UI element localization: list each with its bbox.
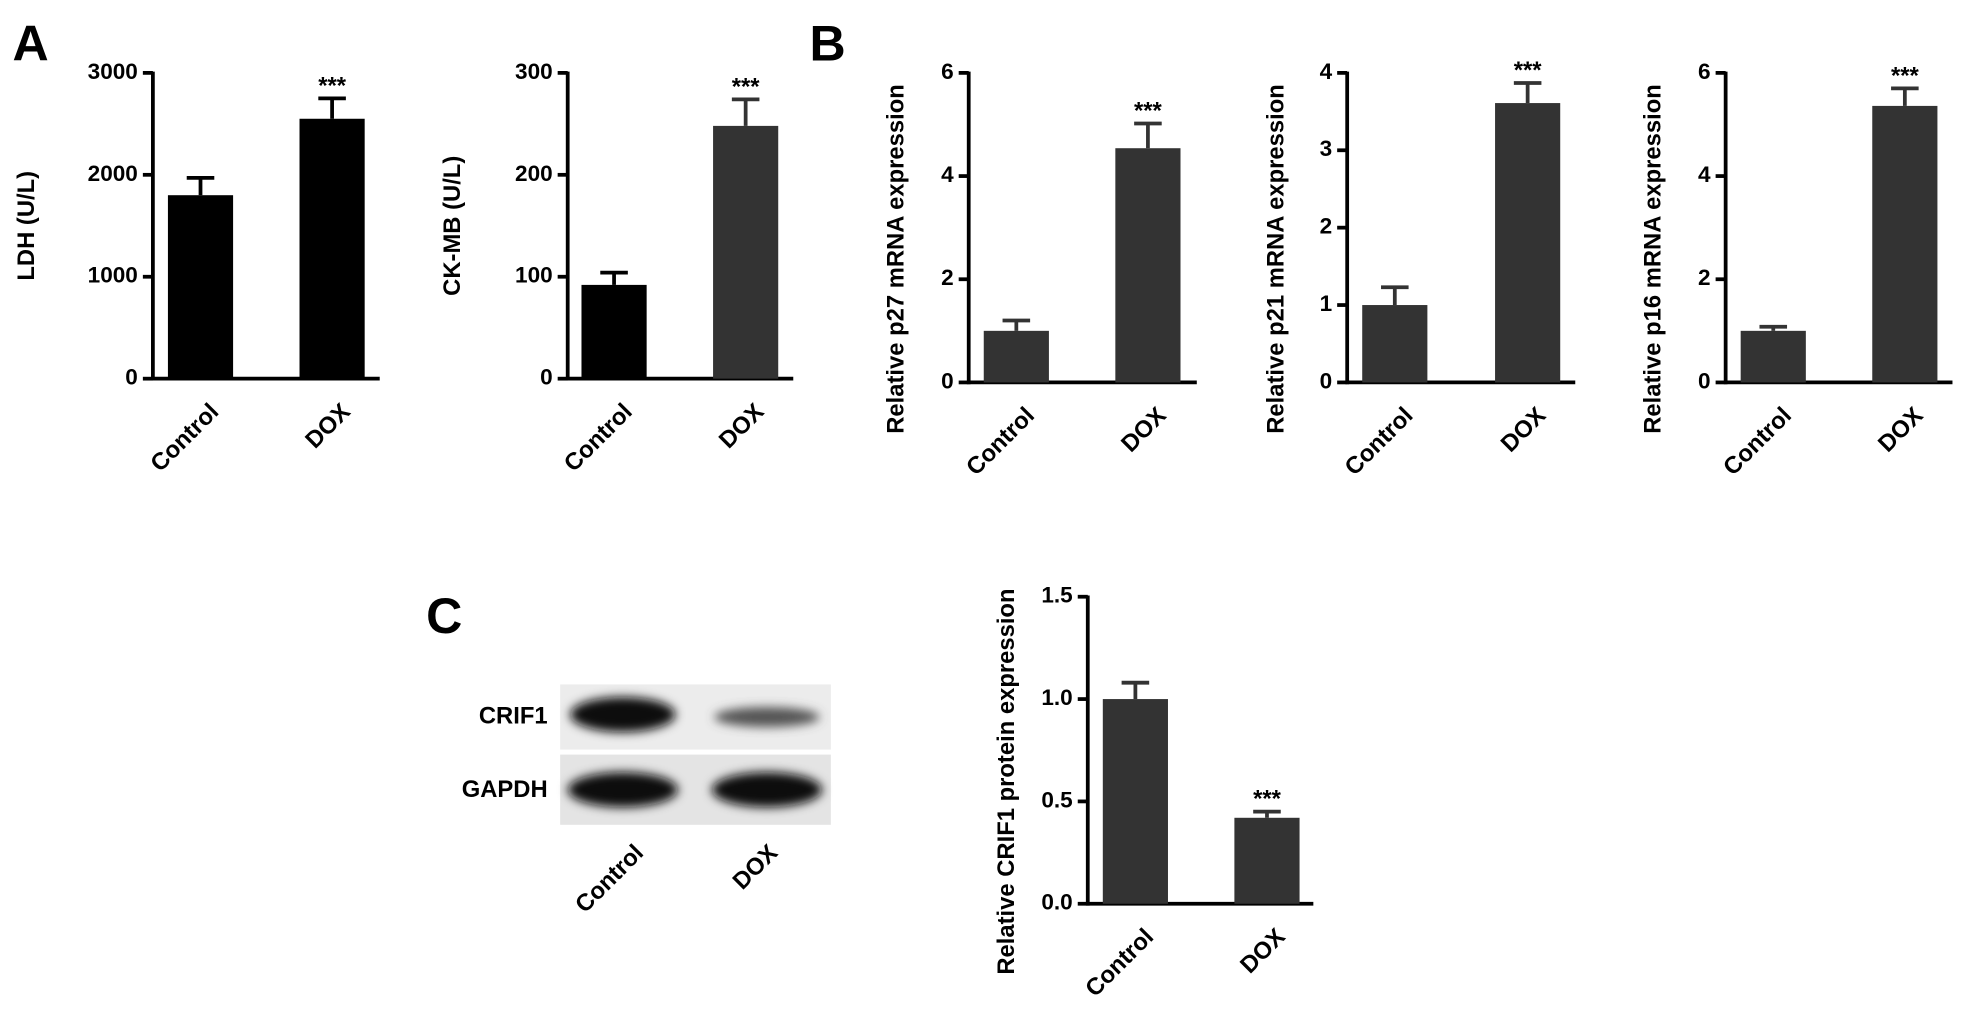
y-tick-label: 2000 [88, 161, 138, 186]
panel-label: B [810, 15, 846, 71]
y-tick-label: 4 [941, 162, 954, 187]
panel-label: A [13, 15, 49, 71]
y-tick-label: 300 [515, 59, 553, 84]
x-tick-label: DOX [300, 398, 356, 454]
y-tick-label: 0 [1320, 368, 1333, 393]
significance: *** [318, 72, 347, 99]
bar [167, 195, 234, 379]
x-tick-label: DOX [1496, 402, 1552, 458]
y-tick-label: 0 [941, 368, 954, 393]
y-tick-label: 3 [1320, 136, 1333, 161]
y-tick-label: 4 [1320, 59, 1333, 84]
bar [299, 118, 365, 379]
bar [1234, 817, 1300, 904]
x-tick-label: DOX [1116, 402, 1172, 458]
x-tick-label: DOX [1235, 923, 1291, 979]
y-tick-label: 0.0 [1041, 890, 1072, 915]
x-tick-label: Control [1718, 402, 1797, 481]
y-axis-label: CK-MB (U/L) [439, 156, 466, 296]
significance: *** [1514, 57, 1543, 84]
significance: *** [1134, 97, 1163, 124]
bar [1872, 105, 1938, 383]
blot-lane-label: Control [570, 839, 649, 918]
y-tick-label: 4 [1698, 162, 1711, 187]
bar [1740, 330, 1806, 383]
y-tick-label: 0 [540, 365, 553, 390]
bar [1102, 699, 1168, 904]
significance: *** [1891, 62, 1920, 89]
bar [581, 284, 647, 379]
bar [1495, 103, 1561, 383]
y-axis-label: Relative p27 mRNA expression [883, 84, 910, 434]
y-tick-label: 3000 [88, 59, 138, 84]
y-tick-label: 1 [1320, 291, 1333, 316]
western-blot [560, 684, 831, 825]
y-axis-label: Relative p16 mRNA expression [1640, 84, 1667, 434]
y-tick-label: 200 [515, 161, 553, 186]
y-tick-label: 1000 [88, 263, 138, 288]
y-tick-label: 0.5 [1041, 787, 1072, 812]
y-axis-label: LDH (U/L) [13, 171, 40, 281]
y-tick-label: 6 [1698, 59, 1711, 84]
y-axis-label: Relative p21 mRNA expression [1262, 84, 1289, 434]
y-tick-label: 2 [1698, 265, 1711, 290]
bar [1115, 148, 1181, 383]
significance: *** [1253, 786, 1282, 813]
blot-lane-label: DOX [728, 839, 784, 895]
y-tick-label: 0 [125, 365, 138, 390]
x-tick-label: Control [1340, 402, 1419, 481]
blot-row-label: CRIF1 [479, 702, 548, 729]
y-tick-label: 100 [515, 263, 553, 288]
x-tick-label: Control [1080, 923, 1159, 1002]
x-tick-label: Control [559, 398, 638, 477]
y-tick-label: 1.5 [1041, 583, 1072, 608]
x-tick-label: DOX [714, 398, 770, 454]
significance: *** [732, 73, 761, 100]
bar [983, 330, 1049, 383]
y-tick-label: 2 [941, 265, 954, 290]
y-tick-label: 1.0 [1041, 685, 1072, 710]
panel-label: C [426, 588, 462, 644]
x-tick-label: DOX [1873, 402, 1929, 458]
x-tick-label: Control [961, 402, 1040, 481]
blot-row-label: GAPDH [462, 776, 548, 803]
bar [1362, 305, 1428, 383]
y-tick-label: 0 [1698, 368, 1711, 393]
bar [713, 125, 779, 379]
y-axis-label: Relative CRIF1 protein expression [993, 588, 1020, 974]
y-tick-label: 2 [1320, 214, 1333, 239]
x-tick-label: Control [145, 398, 224, 477]
y-tick-label: 6 [941, 59, 954, 84]
